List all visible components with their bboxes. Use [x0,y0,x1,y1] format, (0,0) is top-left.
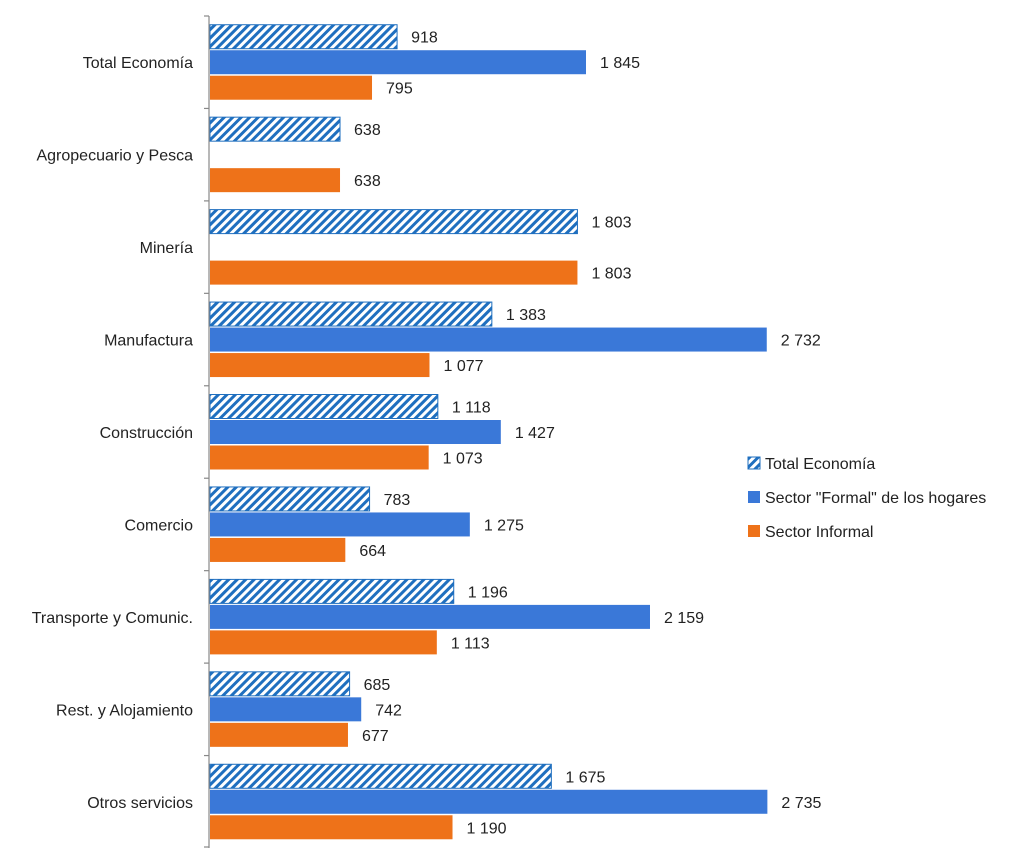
data-label-total-economia-mineria: 1 803 [591,215,631,232]
legend-label-sector-formal-de-los-hogares: Sector "Formal" de los hogares [765,490,986,507]
legend-label-total-economia: Total Economía [765,456,875,473]
bar-sector-informal-construccion [210,445,429,470]
bar-sector-informal-manufactura [210,353,430,378]
bar-total-economia-transporte-y-comunic [209,578,455,604]
bar-sector-informal-rest-y-alojamiento [210,722,348,747]
legend-swatch-sector-formal-de-los-hogares [748,491,760,503]
bar-total-economia-mineria [209,209,578,235]
data-label-total-economia-construccion: 1 118 [452,400,491,417]
data-label-sector-informal-construccion: 1 073 [443,451,483,468]
data-label-sector-formal-de-los-hogares-rest-y-alojamiento: 742 [375,702,402,719]
bars-layer: 918 1 845 795 638 638 1 803 1 803 1 383 2 732 1 0… [209,24,822,840]
bar-sector-informal-mineria [210,260,578,285]
bar-total-economia-comercio [209,486,371,512]
data-label-total-economia-manufactura: 1 383 [506,307,546,324]
data-label-sector-formal-de-los-hogares-transporte-y-comunic: 2 159 [664,610,704,627]
y-axis: Total Economía Agropecuario y Pesca Minerí… [32,15,210,848]
bar-total-economia-agropecuario-y-pesca [209,116,341,142]
data-label-sector-formal-de-los-hogares-manufactura: 2 732 [781,333,821,350]
legend-swatch-total-economia [747,456,761,470]
category-label-manufactura: Manufactura [104,333,193,350]
data-label-total-economia-total-economia: 918 [411,30,438,47]
bar-total-economia-construccion [209,394,439,419]
category-label-construccion: Construcción [100,425,193,442]
data-label-sector-informal-mineria: 1 803 [591,266,631,283]
data-label-sector-formal-de-los-hogares-otros-servicios: 2 735 [781,795,821,812]
legend: Total Economía Sector "Formal" de los hog… [747,456,986,541]
bar-total-economia-rest-y-alojamiento [209,671,351,697]
data-label-total-economia-agropecuario-y-pesca: 638 [354,122,381,139]
category-label-total-economia: Total Economía [83,55,193,72]
data-label-sector-informal-comercio: 664 [359,543,386,560]
data-label-sector-informal-total-economia: 795 [386,81,413,98]
data-label-sector-informal-rest-y-alojamiento: 677 [362,728,389,745]
bar-total-economia-otros-servicios [209,763,552,789]
bar-total-economia-total-economia [209,24,398,50]
data-label-sector-informal-manufactura: 1 077 [443,358,483,375]
data-label-sector-formal-de-los-hogares-construccion: 1 427 [515,425,555,442]
category-label-transporte-y-comunic: Transporte y Comunic. [32,610,193,627]
bar-sector-informal-otros-servicios [210,815,453,840]
bar-sector-informal-total-economia [210,75,373,100]
bar-sector-formal-de-los-hogares-comercio [210,512,470,537]
bar-sector-informal-agropecuario-y-pesca [210,168,341,193]
data-label-sector-informal-transporte-y-comunic: 1 113 [451,635,490,652]
legend-label-sector-informal: Sector Informal [765,524,873,541]
category-label-otros-servicios: Otros servicios [87,795,193,812]
bar-sector-informal-comercio [210,537,346,562]
bar-sector-formal-de-los-hogares-otros-servicios [210,789,768,814]
bar-sector-informal-transporte-y-comunic [210,630,437,655]
bar-sector-formal-de-los-hogares-construccion [210,420,501,444]
bar-total-economia-manufactura [209,301,493,327]
data-label-total-economia-otros-servicios: 1 675 [565,769,605,786]
bar-sector-formal-de-los-hogares-transporte-y-comunic [210,604,650,629]
bar-sector-formal-de-los-hogares-manufactura [210,327,767,352]
data-label-total-economia-rest-y-alojamiento: 685 [364,677,391,694]
bar-sector-formal-de-los-hogares-rest-y-alojamiento [210,697,362,722]
data-label-sector-informal-otros-servicios: 1 190 [467,820,507,837]
category-label-mineria: Minería [140,240,193,257]
legend-swatch-sector-informal [748,525,760,537]
category-label-agropecuario-y-pesca: Agropecuario y Pesca [36,148,193,165]
category-label-rest-y-alojamiento: Rest. y Alojamiento [56,702,193,719]
data-label-total-economia-comercio: 783 [384,492,411,509]
data-label-sector-informal-agropecuario-y-pesca: 638 [354,173,381,190]
category-label-comercio: Comercio [125,517,194,534]
data-label-total-economia-transporte-y-comunic: 1 196 [468,584,508,601]
data-label-sector-formal-de-los-hogares-comercio: 1 275 [484,517,524,534]
data-label-sector-formal-de-los-hogares-total-economia: 1 845 [600,55,640,72]
bar-sector-formal-de-los-hogares-total-economia [210,50,586,75]
